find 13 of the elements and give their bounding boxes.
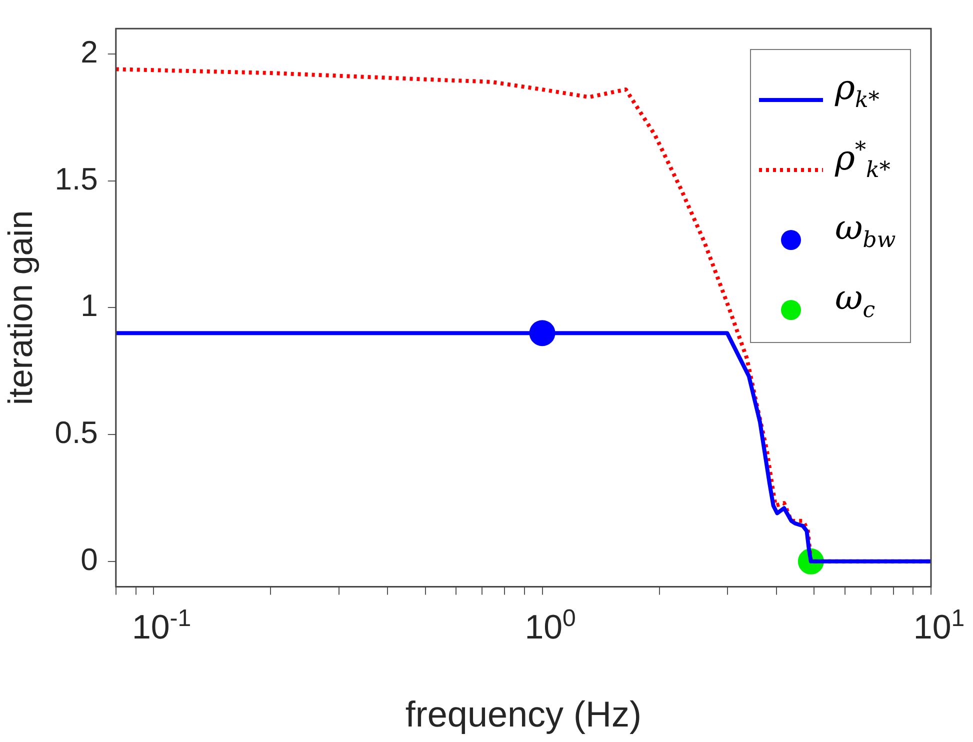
y-tick-label: 1 <box>80 288 98 324</box>
x-axis-title: frequency (Hz) <box>405 693 642 734</box>
y-axis-title: iteration gain <box>2 210 40 406</box>
y-tick-label: 0 <box>80 542 98 577</box>
legend-label: ρ$_{k*}$ <box>835 68 880 113</box>
y-tick-label: 2 <box>80 34 98 70</box>
x-tick-label: 10$^{0}$ <box>524 604 576 648</box>
y-tick-label: 1.5 <box>54 161 98 196</box>
y-tick-label: 0.5 <box>54 415 98 450</box>
legend-label: ω$_{c}$ <box>835 278 876 323</box>
legend-label: ω$_{bw}$ <box>835 208 896 253</box>
x-tick-label: 10$^{1}$ <box>913 604 965 648</box>
x-tick-label: 10$^{-1}$ <box>132 604 192 648</box>
